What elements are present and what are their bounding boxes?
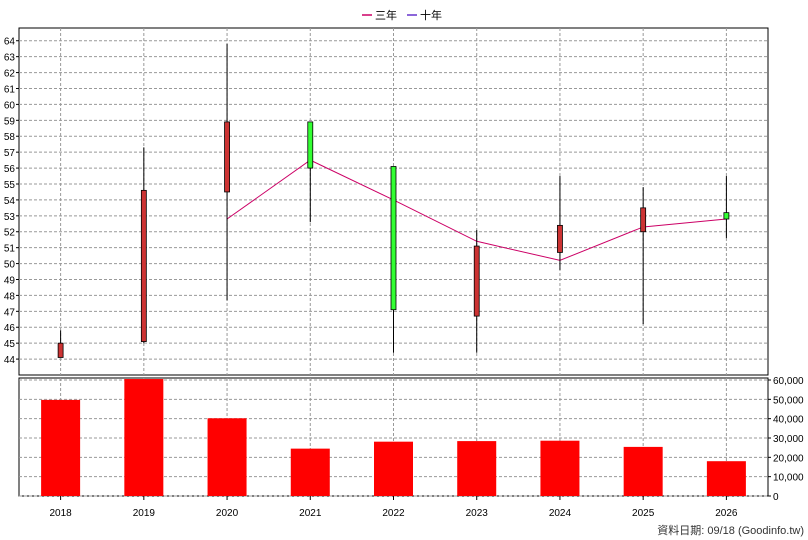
candle-body	[640, 207, 647, 233]
volume-tick-label: 50,000	[773, 395, 804, 406]
price-panel: 44 45 46 47 48 49 50 51 52 53 54 55 56 57 58 59 60 61 62 63…	[4, 27, 769, 376]
source-note: 資料日期: 09/18 (Goodinfo.tw)	[657, 525, 804, 537]
legend-label-1: 三年	[375, 8, 397, 22]
price-tick-label: 61	[4, 84, 16, 95]
chart-legend: 三年 十年	[362, 8, 442, 22]
volume-tick-label: 20,000	[773, 453, 804, 464]
volume-bar	[457, 441, 497, 496]
price-tick-label: 48	[4, 291, 16, 302]
price-tick-label: 55	[4, 180, 16, 191]
candle-body	[140, 189, 147, 342]
price-tick-label: 60	[4, 100, 16, 111]
volume-tick-label: 10,000	[773, 473, 804, 484]
volume-bar	[207, 418, 247, 496]
volume-tick-label: 0	[773, 492, 779, 503]
volume-bar	[623, 446, 663, 496]
candle-body	[57, 342, 64, 358]
candle-body	[224, 121, 230, 193]
candle-body	[307, 121, 314, 169]
volume-bar	[124, 379, 164, 496]
x-tick-label: 2020	[216, 508, 239, 519]
price-tick-label: 44	[4, 355, 16, 366]
price-tick-label: 63	[4, 53, 16, 64]
price-tick-label: 54	[4, 196, 16, 207]
price-tick-label: 45	[4, 339, 16, 350]
price-tick-label: 56	[4, 164, 16, 175]
x-tick-label: 2023	[466, 508, 489, 519]
price-tick-label: 58	[4, 132, 16, 143]
x-tick-label: 2021	[299, 508, 322, 519]
volume-panel: 0 10,000 20,000 30,000 40,000 50,000 60,000	[18, 376, 804, 503]
price-tick-label: 53	[4, 212, 16, 223]
price-tick-label: 47	[4, 307, 16, 318]
candle-body	[473, 245, 480, 317]
candle-body	[723, 212, 730, 220]
candle-body	[390, 166, 397, 311]
x-tick-label: 2026	[715, 508, 738, 519]
volume-bar	[41, 399, 81, 496]
price-tick-label: 50	[4, 260, 16, 271]
volume-bar	[540, 440, 580, 496]
price-tick-label: 49	[4, 275, 16, 286]
volume-tick-label: 40,000	[773, 415, 804, 426]
price-tick-label: 51	[4, 244, 16, 255]
volume-bar	[374, 441, 413, 496]
x-tick-label: 2019	[133, 508, 156, 519]
price-tick-label: 57	[4, 148, 16, 159]
volume-bar	[290, 448, 330, 496]
x-tick-label: 2024	[549, 508, 572, 519]
volume-tick-label: 30,000	[773, 434, 804, 445]
x-tick-label: 2025	[632, 508, 655, 519]
price-tick-label: 52	[4, 228, 16, 239]
legend-label-2: 十年	[420, 8, 442, 22]
volume-tick-label: 60,000	[773, 376, 804, 387]
price-tick-label: 59	[4, 116, 16, 127]
price-tick-label: 46	[4, 323, 16, 334]
price-tick-label: 62	[4, 69, 16, 80]
price-tick-label: 64	[4, 37, 16, 48]
x-tick-label: 2022	[382, 508, 405, 519]
x-axis: 2018 2019 2020 2021 2022 2023 2024 2025 2026	[49, 496, 738, 519]
x-tick-label: 2018	[49, 508, 72, 519]
candle-body	[557, 224, 563, 253]
volume-bar	[706, 461, 746, 496]
